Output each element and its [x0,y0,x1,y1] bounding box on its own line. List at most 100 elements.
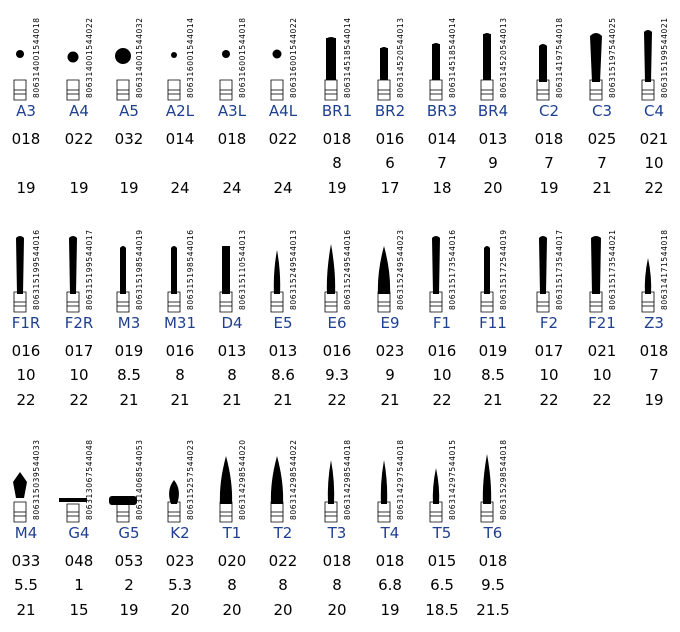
bur-drawing [219,50,233,101]
bur-name: BR4 [477,102,509,120]
bur-spec-size: 021 [587,342,617,360]
bur-drawing [270,456,284,523]
bur-item: 806315198544019 M3 019 8.5 21 [107,222,163,422]
bur-name: F2 [539,314,559,332]
bur-name: M31 [163,314,197,332]
bur-code: 806314001544032 [135,17,144,98]
bur-name: A5 [119,102,139,120]
bur-item: 806315172544019 F11 019 8.5 21 [471,222,527,422]
bur-item: 806315249544023 E9 023 9 21 [368,222,424,422]
bur-drawing [641,30,655,101]
bur-code: 806316001544014 [186,17,195,98]
bur-spec-v3: 19 [69,179,89,197]
bur-spec-v3: 22 [327,391,347,409]
bur-name: T6 [483,524,503,542]
bur-spec-size: 019 [478,342,508,360]
bur-code: 806316001544022 [289,17,298,98]
bur-item: 806314520544013 BR2 016 6 17 [368,10,424,210]
bur-name: E5 [273,314,293,332]
bur-spec-size: 018 [322,552,352,570]
bur-drawing [270,49,284,101]
bur-name: T5 [432,524,452,542]
bur-name: E9 [380,314,400,332]
bur-spec-v2: 10 [644,154,664,172]
bur-drawing [377,460,391,523]
bur-code: 806314520544013 [396,17,405,98]
bur-name: G4 [68,524,90,542]
bur-item: 806315257544023 K2 023 5.3 20 [158,432,214,632]
bur-code: 806315199544021 [660,17,669,98]
bur-spec-size: 022 [268,130,298,148]
bur-name: K2 [170,524,190,542]
bur-spec-v3: 20 [222,601,242,619]
bur-code: 806314297544015 [448,439,457,520]
bur-code: 806314068544053 [135,439,144,520]
bur-drawing [589,33,603,101]
bur-drawing [13,472,27,523]
bur-name: C3 [591,102,613,120]
bur-spec-size: 022 [64,130,94,148]
bur-spec-v3: 19 [539,179,559,197]
bur-spec-v3: 19 [644,391,664,409]
bur-spec-size: 018 [639,342,669,360]
bur-spec-v3: 20 [327,601,347,619]
bur-spec-size: 033 [11,552,41,570]
bur-code: 806314518544014 [343,17,352,98]
bur-code: 806314297544018 [396,439,405,520]
bur-drawing [219,456,233,523]
bur-name: M3 [117,314,141,332]
bur-spec-v3: 19 [380,601,400,619]
bur-item: 806315199544021 C4 021 10 22 [632,10,680,210]
bur-item: 806313067544048 G4 048 1 15 [57,432,113,632]
bur-drawing [480,33,494,101]
bur-spec-v2: 6.8 [378,576,402,594]
bur-item: 806314001544032 A5 032 19 [107,10,163,210]
bur-name: F11 [479,314,507,332]
bur-spec-v3: 24 [273,179,293,197]
bur-code: 806315197544025 [608,17,617,98]
bur-item: 806314297544018 T4 018 6.8 19 [368,432,424,632]
bur-spec-v2: 7 [437,154,447,172]
bur-code: 806315249544023 [396,229,405,310]
bur-code: 806313067544048 [85,439,94,520]
bur-name: BR2 [374,102,406,120]
bur-drawing [429,236,443,313]
bur-name: BR3 [426,102,458,120]
bur-spec-v3: 22 [644,179,664,197]
bur-code: 806314520544013 [499,17,508,98]
bur-spec-size: 016 [11,342,41,360]
bur-spec-size: 016 [375,130,405,148]
bur-spec-v3: 22 [432,391,452,409]
bur-item: 806315039544033 M4 033 5.5 21 [4,432,60,632]
bur-spec-v2: 8.5 [481,366,505,384]
bur-spec-v2: 1 [74,576,84,594]
bur-spec-v3: 21 [273,391,293,409]
bur-spec-size: 014 [165,130,195,148]
bur-drawing [377,47,391,101]
bur-drawing [377,246,391,313]
bur-spec-v3: 24 [222,179,242,197]
bur-code: 806315198544019 [135,229,144,310]
bur-spec-size: 022 [268,552,298,570]
bur-item: 806314518544014 BR3 014 7 18 [420,10,476,210]
bur-spec-v3: 21.5 [476,601,510,619]
bur-code: 806314298544018 [343,439,352,520]
bur-item: 806315249544013 E5 013 8.6 21 [261,222,317,422]
bur-code: 806314001544018 [32,17,41,98]
bur-spec-v3: 21 [16,601,36,619]
bur-spec-v2: 5.3 [168,576,192,594]
bur-spec-v3: 22 [69,391,89,409]
bur-item: 806315197544025 C3 025 7 21 [580,10,636,210]
bur-spec-v3: 21 [119,391,139,409]
bur-spec-v2: 8 [278,576,288,594]
bur-item: 806315173544017 F2 017 10 22 [527,222,583,422]
bur-spec-v3: 21 [380,391,400,409]
bur-drawing [536,236,550,313]
bur-drawing [270,250,284,313]
bur-spec-v2: 10 [539,366,559,384]
bur-name: M4 [14,524,38,542]
bur-spec-size: 020 [217,552,247,570]
bur-item: 806314197544018 C2 018 7 19 [527,10,583,210]
bur-item: 806315110544013 D4 013 8 21 [210,222,266,422]
bur-code: 806314518544014 [448,17,457,98]
